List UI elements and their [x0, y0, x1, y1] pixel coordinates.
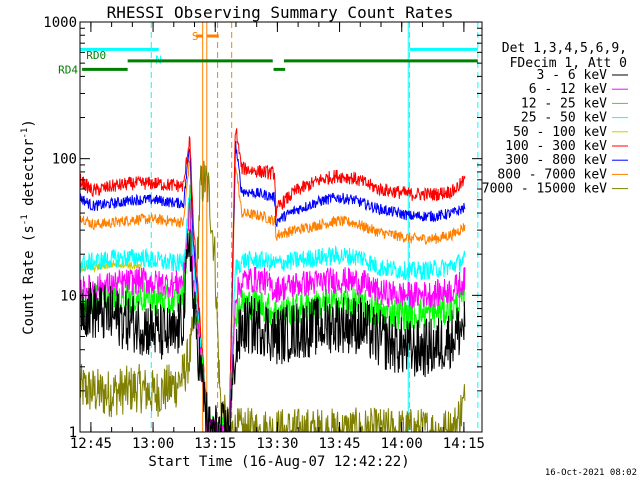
legend: Det 1,3,4,5,6,9, FDecim 1, Att 0 3 - 6 k… — [482, 41, 628, 197]
legend-label: 25 - 50 keV — [521, 111, 607, 126]
x-axis-label: Start Time (16-Aug-07 12:42:22) — [148, 454, 409, 470]
series-line-7 — [80, 140, 466, 432]
vertical-markers — [80, 22, 479, 432]
y-axis: 1 10 100 1000 — [43, 15, 482, 441]
series-line-1 — [80, 228, 466, 432]
y-label-sup-1: -1 — [20, 214, 30, 225]
y-tick-label: 1000 — [43, 15, 77, 31]
y-tick-label: 100 — [52, 152, 77, 168]
chart-title: RHESSI Observing Summary Count Rates — [107, 3, 454, 22]
flag-label: S — [192, 30, 199, 43]
legend-header-line-1: Det 1,3,4,5,6,9, — [502, 41, 627, 56]
flag-label: RD4 — [58, 63, 78, 76]
series-line-8 — [80, 159, 466, 432]
y-label-part-3: ) — [21, 119, 37, 127]
series-layer — [80, 128, 466, 432]
series-line-6 — [80, 128, 466, 432]
footer-timestamp: 16-Oct-2021 08:02 — [545, 468, 637, 478]
legend-label: 12 - 25 keV — [521, 96, 607, 111]
y-tick-label: 1 — [69, 425, 77, 441]
legend-label: 100 - 300 keV — [505, 139, 607, 154]
series-line-9 — [80, 160, 466, 432]
y-tick-label: 10 — [60, 288, 77, 304]
y-label-part-1: Count Rate (s — [21, 225, 37, 335]
legend-header-line-2: FDecim 1, Att 0 — [510, 56, 627, 71]
series-line-2 — [80, 198, 466, 432]
flag-label: RD0 — [86, 49, 106, 62]
x-tick-label: 12:45 — [70, 436, 112, 452]
x-tick-label: 13:00 — [132, 436, 174, 452]
legend-label: 300 - 800 keV — [505, 153, 607, 168]
flag-bars: NSRD0RD4 — [58, 30, 478, 76]
legend-label: 3 - 6 keV — [537, 68, 608, 83]
x-tick-label: 13:45 — [318, 436, 360, 452]
y-axis-label: Count Rate (s-1 detector-1) — [20, 119, 37, 335]
legend-label: 6 - 12 keV — [529, 82, 607, 97]
x-tick-label: 14:15 — [443, 436, 485, 452]
x-tick-label: 13:15 — [194, 436, 236, 452]
x-axis: 12:45 13:00 13:15 13:30 13:45 14:00 14:15 — [70, 22, 485, 452]
axes-frame — [79, 21, 483, 433]
legend-label: 50 - 100 keV — [513, 125, 607, 140]
series-line-4 — [80, 192, 466, 432]
y-label-sup-2: -1 — [20, 128, 30, 139]
y-label-part-2: detector — [21, 139, 37, 215]
x-tick-label: 14:00 — [381, 436, 423, 452]
legend-label: 800 - 7000 keV — [497, 167, 607, 182]
x-tick-label: 13:30 — [256, 436, 298, 452]
legend-label: 7000 - 15000 keV — [482, 182, 607, 197]
